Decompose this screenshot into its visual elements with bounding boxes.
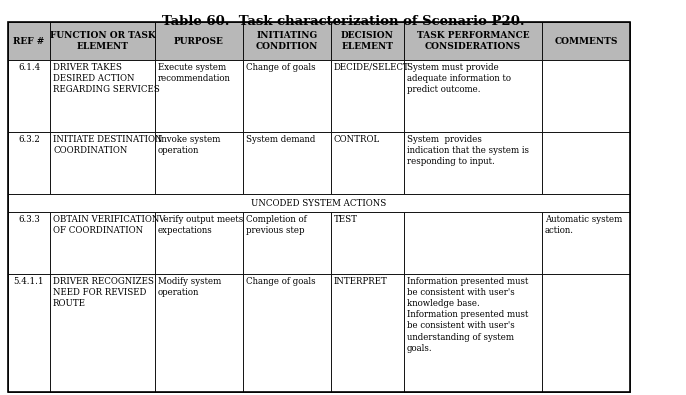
Text: 5.4.1.1: 5.4.1.1 [14, 277, 45, 286]
Text: Modify system
operation: Modify system operation [158, 277, 222, 297]
Text: COMMENTS: COMMENTS [554, 36, 617, 45]
Text: System  provides
indication that the system is
responding to input.: System provides indication that the syst… [407, 135, 529, 166]
Bar [50, 212, 155, 274]
Text: INITIATING
CONDITION: INITIATING CONDITION [256, 31, 318, 51]
Text: DECISION
ELEMENT: DECISION ELEMENT [341, 31, 394, 51]
Bar [243, 22, 331, 60]
Text: Table 60.  Task characterization of Scenario P20.: Table 60. Task characterization of Scena… [162, 15, 524, 28]
Bar [331, 274, 404, 392]
Text: Invoke system
operation: Invoke system operation [158, 135, 220, 155]
Text: Automatic system
action.: Automatic system action. [545, 215, 622, 235]
Text: Change of goals: Change of goals [246, 277, 316, 286]
Text: Execute system
recommendation: Execute system recommendation [158, 63, 231, 83]
Text: TASK PERFORMANCE
CONSIDERATIONS: TASK PERFORMANCE CONSIDERATIONS [416, 31, 530, 51]
Bar [50, 274, 155, 392]
Bar [8, 274, 50, 392]
Bar [8, 194, 630, 212]
Text: Information presented must
be consistent with user's
knowledge base.
Information: Information presented must be consistent… [407, 277, 528, 353]
Text: UNCODED SYSTEM ACTIONS: UNCODED SYSTEM ACTIONS [251, 199, 387, 207]
Bar [8, 212, 50, 274]
Bar [542, 60, 630, 132]
Bar [8, 132, 50, 194]
Bar [155, 132, 243, 194]
Bar [542, 274, 630, 392]
Text: 6.3.2: 6.3.2 [18, 135, 40, 144]
Text: FUNCTION OR TASK
ELEMENT: FUNCTION OR TASK ELEMENT [49, 31, 155, 51]
Bar [331, 132, 404, 194]
Text: CONTROL: CONTROL [334, 135, 380, 144]
Bar [155, 22, 243, 60]
Text: DRIVER RECOGNIZES
NEED FOR REVISED
ROUTE: DRIVER RECOGNIZES NEED FOR REVISED ROUTE [53, 277, 154, 308]
Bar [404, 60, 542, 132]
Bar [50, 60, 155, 132]
Text: REF #: REF # [13, 36, 45, 45]
Bar [155, 274, 243, 392]
Bar [331, 22, 404, 60]
Bar [404, 132, 542, 194]
Text: Verify output meets
expectations: Verify output meets expectations [158, 215, 244, 235]
Bar [404, 212, 542, 274]
Bar [331, 212, 404, 274]
Bar [243, 274, 331, 392]
Bar [542, 132, 630, 194]
Bar [404, 274, 542, 392]
Text: OBTAIN VERIFICATION
OF COORDINATION: OBTAIN VERIFICATION OF COORDINATION [53, 215, 159, 235]
Bar [331, 60, 404, 132]
Text: DRIVER TAKES
DESIRED ACTION
REGARDING SERVICES: DRIVER TAKES DESIRED ACTION REGARDING SE… [53, 63, 160, 94]
Text: Change of goals: Change of goals [246, 63, 316, 72]
Bar [8, 60, 50, 132]
Bar [243, 212, 331, 274]
Bar [542, 22, 630, 60]
Text: DECIDE/SELECT: DECIDE/SELECT [334, 63, 410, 72]
Bar [404, 22, 542, 60]
Text: PURPOSE: PURPOSE [174, 36, 224, 45]
Text: INITIATE DESTINATION
COORDINATION: INITIATE DESTINATION COORDINATION [53, 135, 163, 155]
Bar [243, 60, 331, 132]
Bar [50, 22, 155, 60]
Text: Completion of
previous step: Completion of previous step [246, 215, 307, 235]
Bar [243, 132, 331, 194]
Text: 6.1.4: 6.1.4 [18, 63, 40, 72]
Bar [155, 212, 243, 274]
Text: System demand: System demand [246, 135, 316, 144]
Bar [542, 212, 630, 274]
Bar [50, 132, 155, 194]
Bar [8, 22, 50, 60]
Bar [155, 60, 243, 132]
Text: 6.3.3: 6.3.3 [18, 215, 40, 224]
Text: System must provide
adequate information to
predict outcome.: System must provide adequate information… [407, 63, 511, 94]
Text: INTERPRET: INTERPRET [334, 277, 388, 286]
Text: TEST: TEST [334, 215, 358, 224]
